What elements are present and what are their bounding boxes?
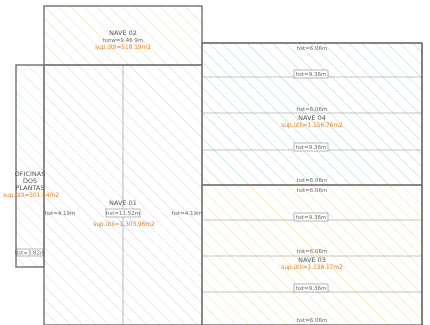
- nave-04-box-1-label: hst=9.36m: [296, 72, 327, 78]
- nave-03-bottom-label: hst=6.06m: [297, 318, 328, 324]
- nave-01-height-right: hst=4.19m: [172, 211, 203, 217]
- nave-01-height-box-label: hst=11.52m: [106, 211, 140, 217]
- nave-04: hst=6.06m hst=9.36m hst=6.06m NAVE 04 su…: [201, 42, 423, 186]
- nave-03: hst=6.06m hst=9.36m hst=6.06m NAVE 03 su…: [201, 184, 423, 325]
- oficinas-height-box-label: hst=3.82m: [15, 251, 46, 257]
- oficinas-name-2: DOS: [23, 177, 37, 185]
- nave-04-name: NAVE 04: [298, 114, 326, 122]
- nave-02-height: hstw=9,46 9m: [103, 38, 143, 44]
- nave-01-name: NAVE 01: [109, 199, 137, 207]
- nave-01-height-left: hst=4.19m: [45, 211, 76, 217]
- nave-04-box-2: [293, 142, 329, 152]
- oficinas-area-label: sup.útil=301.54m2: [3, 192, 59, 199]
- oficinas: OFICINAS DOS PLANTAS sup.útil=301.54m2 h…: [3, 64, 59, 268]
- oficinas-area: [15, 64, 45, 268]
- nave-03-mid-label: hst=6.06m: [297, 249, 328, 255]
- nave-04-box-1: [293, 69, 329, 79]
- nave-03-box-1-label: hst=9.36m: [296, 215, 327, 221]
- nave-04-top-label: hst=6.06m: [297, 46, 328, 52]
- nave-02-area-label: sup.útil=518.19m2: [95, 44, 151, 51]
- oficinas-name-1: OFICINAS: [15, 170, 46, 178]
- nave-02-name: NAVE 02: [109, 29, 137, 37]
- nave-01-area-label: sup.útil=1.303.96m2: [93, 221, 155, 228]
- nave-02: NAVE 02 hstw=9,46 9m sup.útil=518.19m2: [43, 5, 203, 66]
- nave-03-area: [201, 184, 423, 325]
- nave-01-height-box: [105, 208, 141, 218]
- oficinas-height-box: [16, 248, 44, 257]
- nave-04-area-label: sup.útil=1.156.76m2: [281, 122, 343, 129]
- nave-04-mid-label: hst=6.06m: [297, 107, 328, 113]
- nave-03-area-label: sup.útil=1.138.17m2: [281, 264, 343, 271]
- nave-03-box-2: [293, 283, 329, 293]
- nave-04-bottom-label: hst=6.06m: [297, 178, 328, 184]
- nave-03-box-2-label: hst=9.36m: [296, 286, 327, 292]
- nave-03-name: NAVE 03: [298, 256, 326, 264]
- nave-03-box-1: [293, 212, 329, 222]
- nave-02-area: [43, 5, 203, 66]
- nave-04-box-2-label: hst=9.36m: [296, 145, 327, 151]
- oficinas-name-3: PLANTAS: [15, 184, 44, 192]
- nave-01: NAVE 01 hst=11.52m hst=4.19m hst=4.19m s…: [43, 64, 203, 325]
- nave-03-top-label: hst=6.06m: [297, 188, 328, 194]
